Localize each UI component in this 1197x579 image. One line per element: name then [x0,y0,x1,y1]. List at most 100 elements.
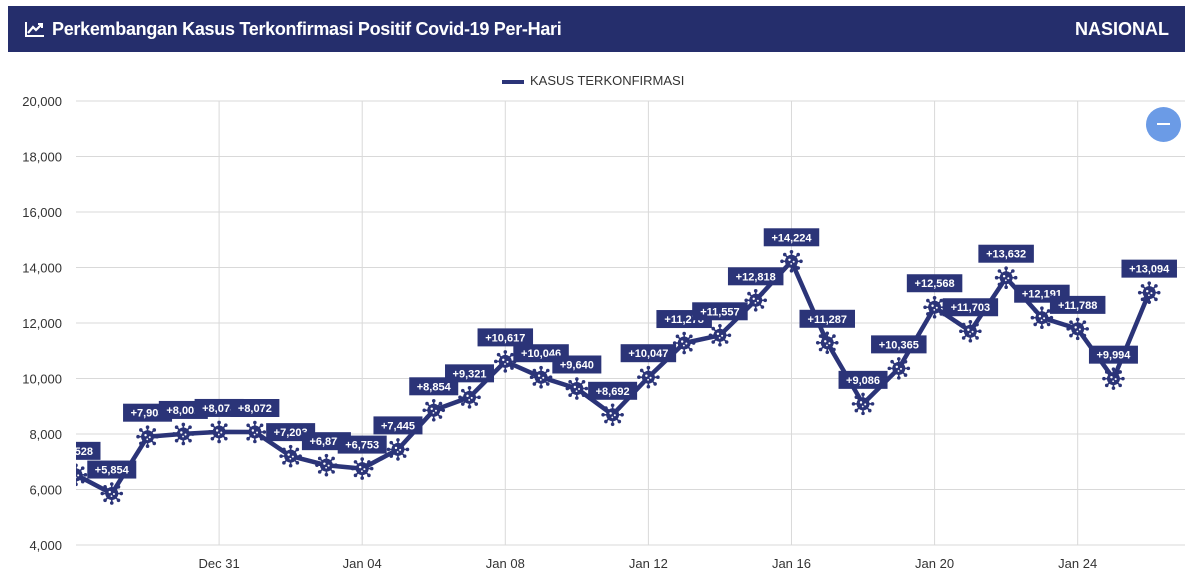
y-tick-label: 16,000 [22,205,62,220]
virus-marker[interactable] [601,403,624,427]
svg-text:+9,086: +9,086 [846,375,880,387]
series-line [76,259,1152,496]
y-tick-label: 18,000 [22,150,62,165]
data-label: +12,818 [727,267,784,286]
markers [65,249,1161,505]
svg-text:+8,072: +8,072 [238,403,272,415]
virus-marker[interactable] [243,420,267,444]
svg-text:+9,994: +9,994 [1096,350,1131,362]
data-label: +5,854 [87,460,137,479]
svg-text:+10,365: +10,365 [879,339,919,351]
y-tick-label: 6,000 [29,483,62,498]
series-kasus-terkonfirmasi [76,259,1152,496]
virus-marker[interactable] [565,377,589,400]
data-label: +11,703 [942,298,999,317]
region-label: NASIONAL [1075,19,1169,39]
svg-text:+7,203: +7,203 [274,427,308,439]
data-label: +6,528 [59,441,101,460]
line-chart-icon [24,20,46,43]
zoom-out-button[interactable] [1146,107,1181,142]
virus-marker[interactable] [815,331,839,355]
svg-text:+6,753: +6,753 [345,440,379,452]
data-label: +10,617 [477,328,534,347]
virus-marker[interactable] [65,463,88,487]
svg-text:+6,528: +6,528 [59,446,93,458]
virus-marker[interactable] [923,295,946,319]
grid [76,100,1185,546]
chart-header: Perkembangan Kasus Terkonfirmasi Positif… [8,6,1185,52]
virus-marker[interactable] [386,438,410,461]
virus-marker[interactable] [279,444,302,468]
svg-text:+9,640: +9,640 [560,359,594,371]
svg-text:+10,046: +10,046 [521,348,561,360]
x-tick-label: Jan 04 [343,556,382,571]
virus-marker[interactable] [1137,281,1161,304]
x-tick-label: Jan 12 [629,556,668,571]
data-label: +9,640 [552,355,602,374]
svg-text:+12,568: +12,568 [915,278,955,290]
legend-label: KASUS TERKONFIRMASI [530,73,685,88]
data-label: +11,557 [692,302,748,321]
svg-text:+11,703: +11,703 [951,302,990,314]
svg-text:+7,903: +7,903 [131,408,165,420]
svg-text:+14,224: +14,224 [771,232,812,244]
svg-text:+8,002: +8,002 [166,405,200,417]
virus-marker[interactable] [780,249,803,273]
svg-text:+9,321: +9,321 [453,368,487,380]
svg-text:+8,074: +8,074 [202,403,237,415]
virus-marker[interactable] [172,422,195,446]
virus-marker[interactable] [959,319,982,343]
data-label: +9,086 [838,370,888,389]
x-tick-label: Jan 20 [915,556,954,571]
virus-marker[interactable] [136,425,159,448]
data-label: +9,994 [1088,345,1138,364]
virus-marker[interactable] [458,386,481,409]
virus-marker[interactable] [315,453,338,477]
virus-marker[interactable] [100,482,124,505]
data-label: +6,753 [337,435,387,454]
virus-marker[interactable] [493,350,517,373]
svg-text:+8,854: +8,854 [417,381,452,393]
data-label: +13,632 [978,244,1034,263]
virus-marker[interactable] [207,420,231,444]
svg-text:+10,047: +10,047 [628,348,668,360]
y-tick-label: 12,000 [22,316,62,331]
virus-marker[interactable] [744,289,768,312]
virus-marker[interactable] [672,331,696,355]
svg-text:+10,617: +10,617 [485,332,525,344]
data-label: +8,692 [588,381,638,400]
data-label: +10,365 [871,335,927,354]
data-label: +7,445 [373,416,423,435]
y-tick-label: 10,000 [22,372,62,387]
virus-marker[interactable] [708,323,732,347]
data-label: +9,321 [445,364,495,383]
virus-marker[interactable] [1102,367,1125,390]
x-axis: Dec 31 Jan 04 Jan 08 Jan 12 Jan 16 Jan 20 Jan … [198,556,1097,571]
x-tick-label: Dec 31 [198,556,239,571]
virus-marker[interactable] [851,392,875,416]
virus-marker[interactable] [637,365,660,389]
data-label: +11,788 [1049,295,1106,314]
x-tick-label: Jan 08 [486,556,525,571]
data-label: +8,072 [230,399,280,418]
y-tick-label: 8,000 [29,427,62,442]
virus-marker[interactable] [422,399,446,422]
virus-marker[interactable] [887,357,911,380]
virus-marker[interactable] [994,266,1018,290]
minus-icon [1157,123,1170,125]
x-tick-label: Jan 24 [1058,556,1097,571]
svg-text:+13,094: +13,094 [1129,264,1170,276]
svg-text:+7,445: +7,445 [381,420,415,432]
virus-marker[interactable] [1066,317,1089,341]
virus-marker[interactable] [529,365,553,389]
x-tick-label: Jan 16 [772,556,811,571]
svg-text:+13,632: +13,632 [986,249,1026,261]
svg-text:+5,854: +5,854 [95,465,130,477]
data-label: +13,094 [1121,259,1177,278]
data-label: +12,568 [906,274,963,293]
virus-marker[interactable] [1030,306,1054,329]
svg-text:+11,557: +11,557 [700,306,739,318]
virus-marker[interactable] [350,457,374,480]
y-tick-label: 14,000 [22,261,62,276]
